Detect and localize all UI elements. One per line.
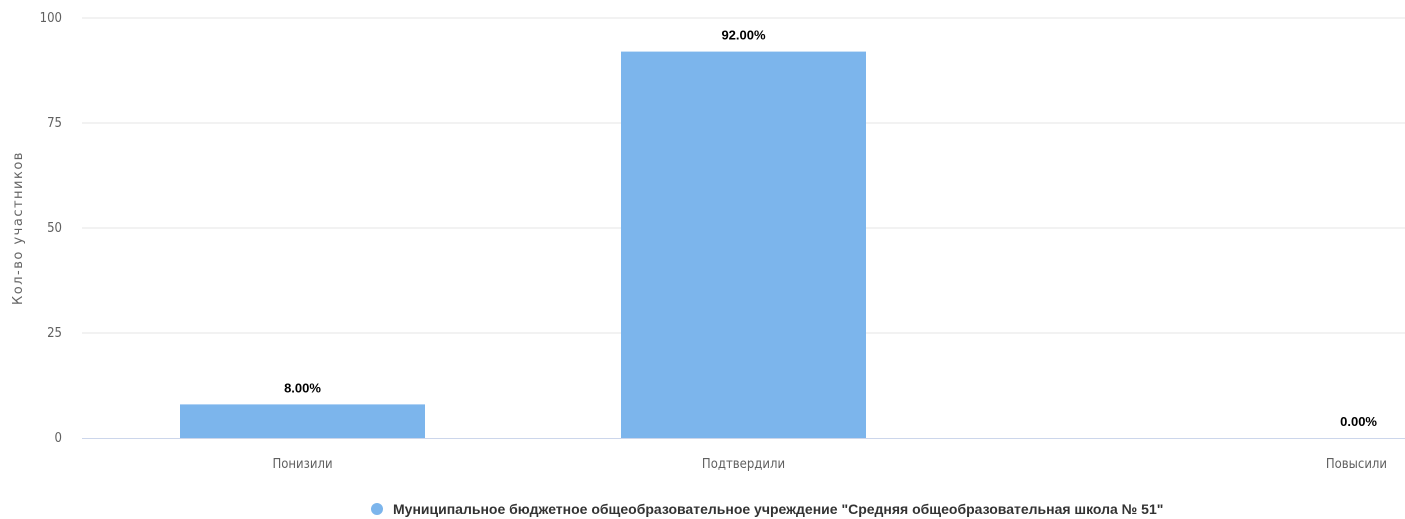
x-axis-labels: Понизили Подтвердили Повысили	[272, 457, 1387, 472]
y-tick-label: 50	[47, 221, 62, 236]
legend[interactable]: Муниципальное бюджетное общеобразователь…	[371, 501, 1163, 517]
data-label: 8.00%	[284, 380, 321, 395]
y-tick-label: 75	[47, 116, 62, 131]
legend-item-label[interactable]: Муниципальное бюджетное общеобразователь…	[393, 501, 1163, 517]
bar[interactable]	[621, 51, 866, 438]
data-labels: 8.00% 92.00% 0.00%	[284, 28, 1377, 429]
y-axis-title: Кол-во участников	[11, 151, 26, 305]
y-axis-ticks: 0 25 50 75 100	[40, 11, 62, 446]
data-label: 0.00%	[1340, 414, 1377, 429]
x-tick-label: Повысили	[1326, 457, 1387, 472]
y-tick-label: 100	[40, 11, 62, 26]
x-tick-label: Подтвердили	[702, 457, 785, 472]
y-tick-label: 25	[47, 326, 62, 341]
bars	[180, 51, 866, 438]
bar[interactable]	[180, 404, 425, 438]
data-label: 92.00%	[721, 28, 766, 43]
x-tick-label: Понизили	[272, 457, 332, 472]
y-tick-label: 0	[55, 431, 62, 446]
legend-marker-icon	[371, 503, 383, 515]
